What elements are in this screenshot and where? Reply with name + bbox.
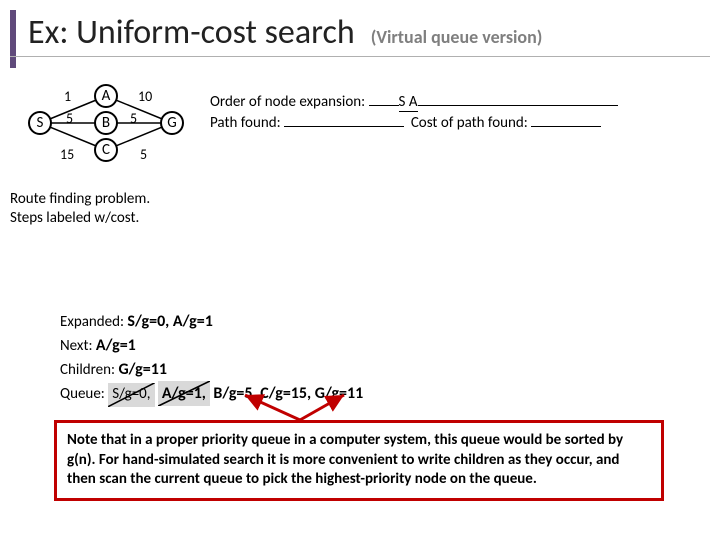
order-value: S A [399, 93, 418, 112]
queue-item: B/g=5, C/g=15, G/g=11 [213, 384, 363, 403]
expanded-value: S/g=0, A/g=1 [127, 312, 212, 331]
expansion-info: Order of node expansion: S A Path found:… [210, 92, 618, 134]
children-value: G/g=11 [118, 360, 167, 379]
graph-caption: Route finding problem. Steps labeled w/c… [10, 190, 150, 228]
path-label: Path found: [210, 114, 281, 132]
expanded-label: Expanded: [60, 313, 124, 331]
order-blank-pre [369, 92, 399, 106]
title-bar: Ex: Uniform-cost search (Virtual queue v… [10, 12, 710, 53]
queue-items: S/g=0, A/g=1, B/g=5, C/g=15, G/g=11 [108, 385, 363, 403]
cost-blank [531, 113, 601, 127]
page-title: Ex: Uniform-cost search [28, 12, 355, 53]
note-text: Note that in a proper priority queue in … [67, 431, 623, 488]
node-A: A [94, 84, 118, 108]
caption-line-2: Steps labeled w/cost. [10, 209, 139, 227]
queue-label: Queue: [60, 385, 105, 403]
edge-label-S-C: 15 [60, 146, 74, 163]
node-B: B [94, 111, 118, 135]
next-value: A/g=1 [96, 336, 136, 355]
trace-box: Expanded: S/g=0, A/g=1 Next: A/g=1 Child… [60, 310, 363, 407]
queue-item: A/g=1, [158, 381, 210, 406]
node-C: C [94, 138, 118, 162]
graph-area: SABCG15151055 [24, 78, 204, 178]
node-G: G [160, 111, 184, 135]
children-label: Children: [60, 361, 115, 379]
path-blank [284, 113, 404, 127]
caption-line-1: Route finding problem. [10, 190, 150, 208]
title-underline [10, 56, 710, 57]
cost-label: Cost of path found: [411, 114, 528, 132]
edge-label-S-A: 1 [64, 88, 71, 105]
edge-label-B-G: 5 [130, 110, 137, 127]
node-S: S [28, 111, 52, 135]
edge-label-S-B: 5 [66, 110, 73, 127]
note-box: Note that in a proper priority queue in … [54, 420, 664, 501]
next-label: Next: [60, 337, 93, 355]
edge-label-A-G: 10 [138, 88, 152, 105]
page-subtitle: (Virtual queue version) [371, 26, 543, 48]
queue-item: S/g=0, [108, 383, 154, 407]
order-label: Order of node expansion: [210, 93, 365, 111]
edge-label-C-G: 5 [140, 146, 147, 163]
order-blank-post [418, 92, 618, 106]
